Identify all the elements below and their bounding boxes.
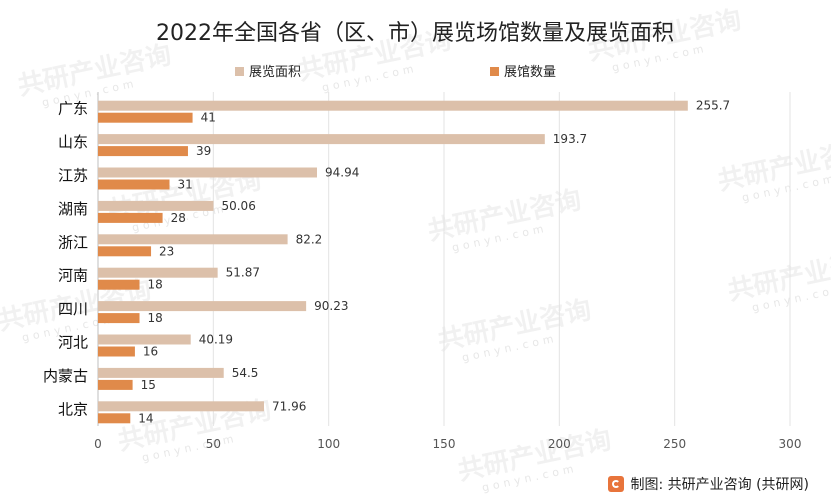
bar-area: [98, 100, 688, 111]
legend-label-2: 展馆数量: [504, 65, 556, 80]
data-label: 16: [143, 345, 158, 359]
bar-count: [98, 246, 152, 257]
bar-area: [98, 200, 214, 211]
data-label: 90.23: [314, 299, 348, 313]
bar-area: [98, 301, 307, 312]
category-label: 内蒙古: [43, 367, 88, 385]
category-label: 广东: [58, 100, 88, 118]
bar-area: [98, 367, 224, 378]
bar-count: [98, 346, 135, 357]
data-label: 39: [196, 144, 211, 158]
bar-area: [98, 167, 317, 178]
legend: 展览面积 展馆数量: [235, 64, 556, 80]
category-label: 河南: [58, 267, 88, 285]
data-label: 41: [201, 111, 216, 125]
x-tick-label: 100: [317, 437, 340, 451]
x-tick-label: 0: [94, 437, 102, 451]
bar-area: [98, 267, 218, 278]
data-label: 15: [141, 378, 156, 392]
legend-swatch-1: [235, 67, 244, 76]
data-label: 31: [178, 178, 193, 192]
data-label: 50.06: [221, 199, 255, 213]
bar-count: [98, 112, 193, 123]
bars: 255.7 41 193.7 39 94.94 31 50.06 28 82.2 23 51.87 1…: [98, 99, 730, 425]
data-label: 71.96: [272, 399, 306, 413]
bar-count: [98, 279, 140, 290]
data-label: 193.7: [553, 132, 587, 146]
x-axis-ticks: 0 50 100 150 200 250 300: [94, 437, 801, 451]
bar-count: [98, 146, 188, 157]
data-label: 54.5: [232, 366, 259, 380]
legend-label-1: 展览面积: [249, 64, 301, 80]
category-label: 河北: [58, 334, 88, 352]
data-label: 14: [138, 411, 153, 425]
data-label: 18: [148, 311, 163, 325]
bar-count: [98, 179, 170, 190]
bar-area: [98, 234, 288, 245]
category-label: 四川: [58, 300, 88, 318]
category-label: 江苏: [58, 167, 88, 185]
x-tick-label: 150: [433, 437, 456, 451]
category-label: 山东: [58, 133, 88, 151]
x-tick-label: 300: [779, 437, 802, 451]
bar-count: [98, 413, 131, 424]
gonyn-logo-icon: [608, 476, 625, 492]
x-tick-label: 250: [663, 437, 686, 451]
bar-count: [98, 212, 163, 223]
data-label: 23: [159, 244, 174, 258]
data-label: 255.7: [696, 99, 730, 113]
x-tick-label: 50: [206, 437, 221, 451]
data-label: 82.2: [296, 232, 323, 246]
data-label: 28: [171, 211, 186, 225]
bar-count: [98, 379, 133, 390]
data-label: 51.87: [226, 266, 260, 280]
category-label: 湖南: [58, 200, 88, 218]
source-credit: 制图: 共研产业咨询 (共研网): [608, 474, 809, 494]
bar-area: [98, 334, 191, 345]
source-label: 制图: 共研产业咨询 (共研网): [630, 477, 809, 493]
chart-title: 2022年全国各省（区、市）展览场馆数量及展览面积: [156, 21, 674, 46]
bar-area: [98, 134, 545, 145]
data-label: 94.94: [325, 166, 359, 180]
category-label: 浙江: [58, 233, 88, 251]
data-label: 18: [148, 278, 163, 292]
bar-count: [98, 313, 140, 324]
category-label: 北京: [58, 400, 88, 418]
legend-swatch-2: [490, 67, 499, 76]
bar-area: [98, 401, 264, 412]
x-tick-label: 200: [548, 437, 571, 451]
data-label: 40.19: [199, 333, 233, 347]
